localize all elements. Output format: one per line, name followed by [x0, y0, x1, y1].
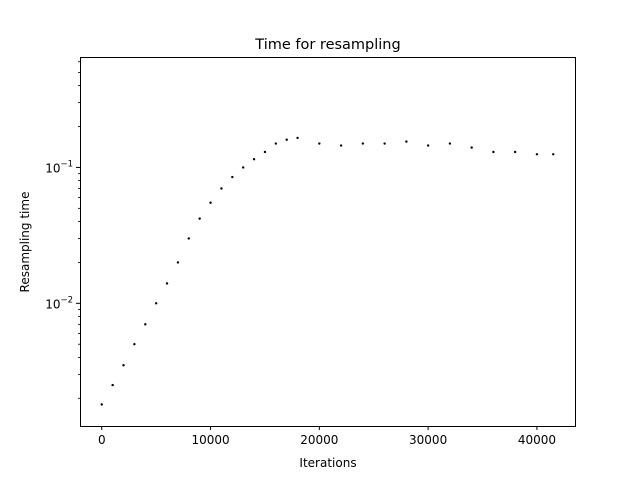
- data-point: [339, 144, 343, 147]
- data-point: [296, 136, 299, 140]
- data-point: [100, 403, 103, 406]
- data-point: [231, 175, 234, 179]
- x-tick-label: 30000: [409, 433, 447, 447]
- data-point: [144, 323, 147, 326]
- x-tick-label: 40000: [518, 433, 556, 447]
- x-axis-ticks: 0 10000 20000 30000 40000: [98, 426, 556, 447]
- data-point: [470, 146, 473, 149]
- data-point: [122, 364, 125, 367]
- data-point: [552, 153, 555, 156]
- x-tick-label: 20000: [300, 433, 338, 447]
- data-point: [513, 150, 517, 154]
- data-point: [285, 138, 288, 141]
- data-point: [209, 201, 212, 204]
- y-axis-label: Resampling time: [18, 192, 32, 293]
- data-points: [100, 136, 555, 406]
- data-point: [492, 150, 495, 154]
- data-point: [383, 142, 386, 145]
- chart-title: Time for resampling: [254, 37, 400, 53]
- data-point: [241, 166, 245, 169]
- data-point: [535, 153, 539, 156]
- y-axis-ticks: 10−2 10−1: [45, 61, 80, 399]
- data-point: [405, 140, 408, 143]
- data-point: [263, 150, 267, 154]
- data-point: [154, 302, 158, 305]
- data-point: [361, 142, 365, 145]
- data-point: [133, 343, 136, 346]
- x-tick-label: 0: [98, 433, 106, 447]
- axes-frame: [80, 57, 576, 427]
- data-point: [274, 142, 278, 145]
- y-tick-label: 10−1: [45, 159, 73, 175]
- y-tick-label: 10−2: [45, 295, 73, 311]
- data-point: [448, 142, 452, 145]
- data-point: [252, 158, 256, 161]
- data-point: [198, 217, 201, 220]
- data-point: [176, 261, 180, 264]
- data-point: [111, 383, 114, 387]
- data-point: [165, 282, 169, 285]
- data-point: [187, 237, 190, 240]
- data-point: [220, 187, 223, 190]
- x-axis-label: Iterations: [299, 456, 356, 470]
- x-tick-label: 10000: [191, 433, 229, 447]
- data-point: [318, 142, 321, 145]
- data-point: [426, 144, 430, 147]
